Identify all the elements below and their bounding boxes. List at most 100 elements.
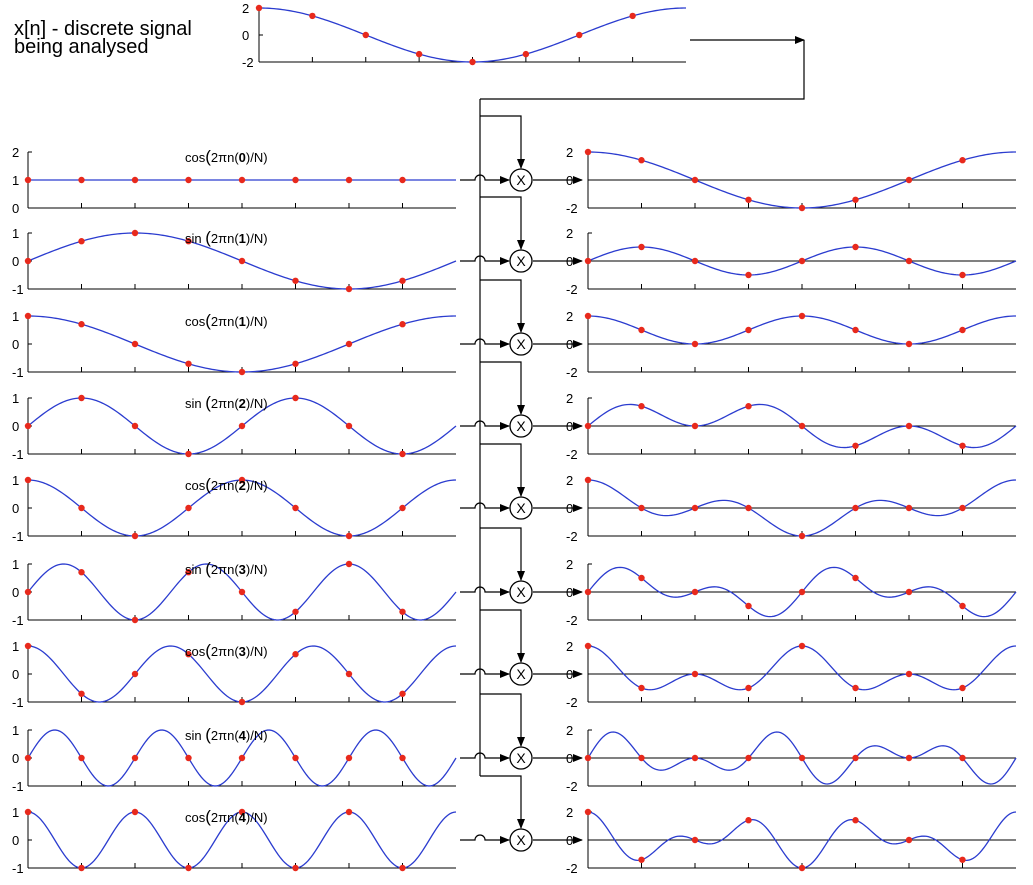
y-tick-label: 2 [12,145,19,160]
product-plot: 2 0 -2 [566,557,1017,628]
sample-point [745,271,752,279]
sample-point [78,690,85,697]
y-tick-label: -2 [566,695,578,710]
basis-row: 1 0 -1 cos(2πn(4)/N) X 2 0 -2 [12,775,1017,876]
product-plot: 2 0 -2 [566,309,1017,380]
y-tick-label: 1 [12,557,19,572]
y-tick-label: 1 [12,723,19,738]
sample-point [852,196,859,203]
product-plot: 2 0 -2 [566,639,1017,710]
label-part: 2πn( [211,478,239,493]
sample-point [292,608,299,615]
basis-function-label: sin (2πn(3)/N) [185,559,268,578]
sample-point [691,836,699,844]
label-part: 2πn( [211,396,239,411]
sample-point [745,754,752,762]
signal-branch-arrow [480,115,525,169]
signal-branch-arrow [480,196,525,250]
sample-point [399,277,406,284]
sample-point [798,588,806,596]
y-tick-label: 1 [12,805,19,820]
y-tick-label: 1 [12,309,19,324]
label-part: )/N) [246,231,268,246]
sample-point [691,670,699,678]
multiplier-symbol: X [516,584,526,600]
label-part: 2 [239,478,246,493]
signal-branch-arrow [480,693,525,747]
sample-point [345,670,353,678]
label-part: sin [185,231,205,246]
sample-point [905,754,913,762]
y-tick-label: 2 [242,1,249,16]
basis-row: 1 0 -1 cos(2πn(3)/N) X 2 0 -2 [12,609,1017,710]
y-tick-label: 0 [566,833,573,848]
sample-point [292,651,299,658]
multiplier-symbol: X [516,666,526,682]
label-part: )/N) [246,150,268,165]
sample-point [745,326,752,334]
sample-point [399,450,406,458]
sample-point [185,360,192,367]
sample-point [78,504,85,512]
signal-branch-arrow [480,279,525,333]
signal-plot: 2 0 -2 [242,1,687,70]
y-tick-label: -2 [566,613,578,628]
sample-point [798,754,806,762]
basis-function-label: sin (2πn(2)/N) [185,393,268,412]
product-plot: 2 0 -2 [566,723,1017,794]
sample-point [959,326,966,334]
sample-point [24,312,32,320]
sample-point [638,574,645,582]
sample-point [131,808,139,816]
y-tick-label: 2 [566,805,573,820]
y-tick-label: 0 [566,254,573,269]
label-part: ( [205,147,211,166]
sample-point [131,670,139,678]
y-tick-label: 0 [12,419,19,434]
sample-point [292,277,299,284]
label-part: 1 [239,231,246,246]
sample-point [345,285,353,293]
basis-arrow [460,502,510,512]
label-part: cos [185,150,206,165]
sample-point [24,642,32,650]
basis-function-label: cos(2πn(2)/N) [185,475,268,494]
basis-row: 1 0 -1 sin (2πn(4)/N) X 2 0 -2 [12,693,1017,794]
title-line-2: being analysed [14,36,149,58]
basis-row: 1 0 -1 sin (2πn(3)/N) X 2 0 -2 [12,527,1017,628]
basis-arrow [460,834,510,844]
sample-point [584,422,592,430]
sample-point [399,864,406,872]
sample-point [852,243,859,251]
sample-point [638,754,645,762]
y-tick-label: 0 [12,337,19,352]
y-tick-label: -1 [12,861,24,876]
multiplier-circle [509,828,533,852]
sample-point [255,4,263,12]
signal-branch-arrow [480,361,525,415]
sample-point [309,12,316,20]
label-part: ( [205,311,211,330]
sample-point [852,754,859,762]
label-part: ( [205,393,211,412]
label-part: )/N) [246,478,268,493]
y-tick-label: 2 [566,226,573,241]
label-part: 3 [239,644,246,659]
sample-point [345,340,353,348]
label-part: )/N) [246,314,268,329]
basis-plot: 1 0 -1 [12,391,457,462]
label-part: 1 [239,314,246,329]
multiplier-symbol: X [516,253,526,269]
sample-point [399,176,406,184]
sample-point [292,504,299,512]
label-part: 0 [239,150,246,165]
sample-point [185,651,192,658]
sample-point [131,340,139,348]
multiplier-symbol: X [516,336,526,352]
multiplier-circle [509,414,533,438]
sample-point [469,58,476,66]
sample-point [798,422,806,430]
